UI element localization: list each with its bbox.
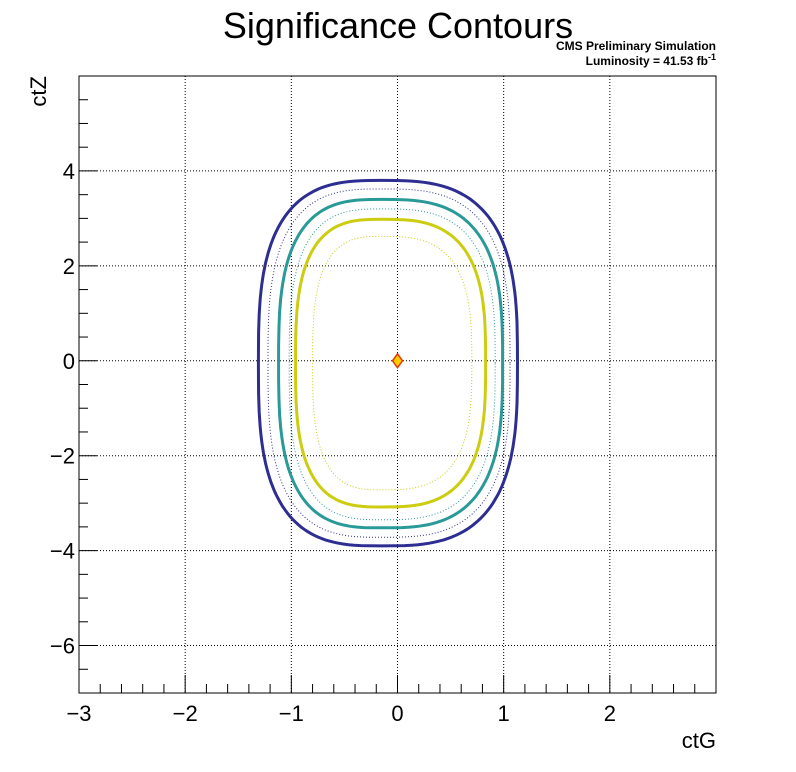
x-tick-label-3: 0 [391, 701, 403, 726]
contour-5-dotted [312, 235, 473, 491]
contour-3-dotted [288, 208, 496, 521]
luminosity-text: Luminosity = 41.53 fb [586, 54, 708, 68]
y-tick-label-4: 2 [63, 254, 75, 279]
x-axis-title: ctG [682, 728, 716, 753]
x-tick-labels: −3 −2 −1 0 1 2 [66, 701, 616, 726]
grid [79, 76, 716, 693]
best-fit-point-group [391, 352, 404, 370]
x-tick-label-1: −2 [173, 701, 198, 726]
plot-frame [78, 75, 717, 694]
y-tick-label-1: −4 [50, 539, 75, 564]
x-tick-label-0: −3 [66, 701, 91, 726]
contour-4-solid [294, 217, 488, 509]
y-tick-label-3: 0 [63, 349, 75, 374]
luminosity-superscript: -1 [708, 52, 716, 62]
x-tick-label-4: 1 [498, 701, 510, 726]
y-axis-ticks [79, 75, 97, 694]
best-fit-point [391, 352, 404, 370]
x-tick-label-2: −1 [279, 701, 304, 726]
cms-annotation: CMS Preliminary Simulation [556, 39, 716, 53]
contour-2-solid [277, 197, 505, 530]
y-axis-title: ctZ [26, 76, 51, 107]
x-axis-ticks [78, 675, 696, 693]
y-tick-labels: −6 −4 −2 0 2 4 [50, 159, 75, 659]
contour-1-dotted [267, 188, 511, 538]
chart-title: Significance Contours [223, 5, 573, 46]
x-tick-label-5: 2 [604, 701, 616, 726]
luminosity-annotation: Luminosity = 41.53 fb-1 [586, 52, 716, 68]
y-tick-label-0: −6 [50, 634, 75, 659]
contour-0-solid [256, 178, 520, 548]
contours [256, 178, 520, 548]
y-tick-label-2: −2 [50, 444, 75, 469]
y-tick-label-5: 4 [63, 159, 75, 184]
